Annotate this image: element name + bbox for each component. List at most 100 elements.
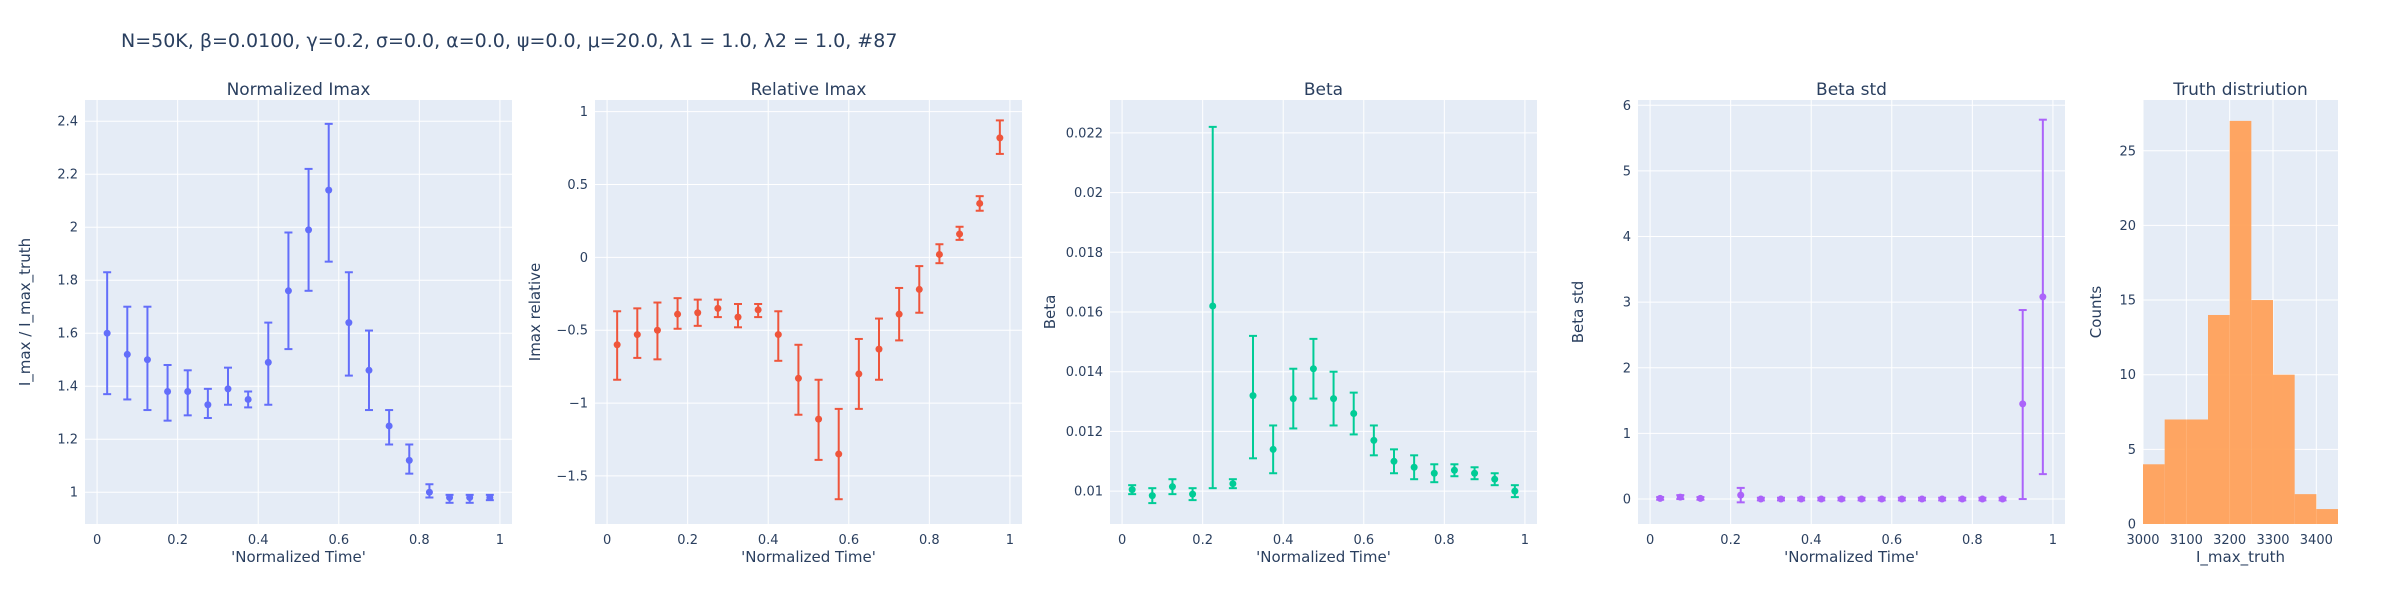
data-point [184, 388, 192, 395]
x-tick-label: 0.2 [1192, 533, 1213, 548]
histogram-bar [2229, 120, 2252, 525]
y-tick-label: 0.014 [1066, 365, 1103, 380]
x-tick-label: 0.2 [167, 533, 188, 548]
x-axis-label: 'Normalized Time' [1784, 548, 1919, 566]
y-tick-label: 0.5 [567, 178, 588, 193]
chart-panel-4: 0 0.2 0.4 0.6 0.8 1 0 1 2 3 4 5 6 Beta std 'Normalized… [1569, 80, 2065, 566]
data-point [754, 306, 762, 314]
x-tick-label: 3000 [2126, 533, 2159, 548]
y-tick-label: 10 [2119, 368, 2136, 383]
data-point [385, 422, 393, 430]
y-tick-label: 0.01 [1074, 485, 1103, 500]
x-tick-label: 0.8 [919, 533, 940, 548]
figure-title: N=50K, β=0.0100, γ=0.2, σ=0.0, α=0.0, ψ=… [121, 30, 898, 52]
data-point [935, 250, 943, 258]
panel-title: Truth distriution [2172, 80, 2308, 100]
data-point [1777, 495, 1785, 503]
data-point [425, 488, 433, 496]
y-tick-label: 20 [2119, 219, 2136, 234]
data-point [1430, 469, 1438, 477]
plot-background [1638, 100, 2065, 524]
y-tick-label: −1 [569, 397, 588, 412]
y-tick-label: −1.5 [556, 469, 588, 484]
data-point [653, 326, 661, 334]
panel-title: Normalized Imax [227, 80, 371, 100]
x-tick-label: 3200 [2213, 533, 2246, 548]
data-point [674, 310, 682, 318]
y-tick-label: 0.018 [1066, 246, 1103, 261]
data-point [996, 134, 1004, 142]
chart-panel-1: 0 0.2 0.4 0.6 0.8 1 1 1.2 1.4 1.6 1.8 2 2.2 2.4 Normal… [16, 80, 512, 566]
x-tick-label: 0.4 [1273, 533, 1294, 548]
y-tick-label: −0.5 [556, 324, 588, 339]
x-tick-label: 1 [496, 533, 504, 548]
data-point [1249, 392, 1257, 400]
x-tick-label: 0 [603, 533, 611, 548]
x-tick-label: 0 [93, 533, 101, 548]
data-point [976, 199, 984, 207]
data-point [1471, 469, 1479, 477]
y-tick-label: 2 [1623, 361, 1631, 376]
data-point [204, 401, 212, 409]
y-tick-label: 0 [580, 251, 588, 266]
x-tick-label: 0.2 [1720, 533, 1741, 548]
histogram-bar [2316, 509, 2338, 524]
data-point [244, 395, 252, 403]
histogram-bar [2251, 300, 2273, 524]
data-point [1938, 495, 1946, 503]
data-point [1491, 475, 1499, 483]
x-tick-label: 1 [2049, 533, 2057, 548]
data-point [1309, 365, 1317, 373]
data-point [345, 319, 353, 327]
data-point [1148, 492, 1156, 500]
x-tick-label: 0.8 [1434, 533, 1455, 548]
histogram-bar [2143, 464, 2165, 524]
data-point [164, 388, 172, 395]
x-tick-label: 1 [1521, 533, 1529, 548]
data-point [1410, 463, 1418, 471]
data-point [875, 345, 883, 353]
y-tick-label: 4 [1623, 230, 1631, 245]
chart-panel-2: 0 0.2 0.4 0.6 0.8 1 −1.5 −1 −0.5 0 0.5 1 Relative Im… [526, 80, 1022, 566]
data-point [365, 366, 373, 374]
data-point [1958, 495, 1966, 503]
data-point [1168, 483, 1176, 491]
data-point [815, 415, 823, 423]
y-tick-label: 2.2 [57, 168, 78, 183]
data-point [915, 285, 923, 293]
data-point [694, 309, 702, 317]
histogram-bar [2294, 494, 2317, 524]
y-tick-label: 0 [2128, 518, 2136, 533]
x-tick-label: 0.6 [328, 533, 349, 548]
y-tick-label: 0.012 [1066, 425, 1103, 440]
data-point [1837, 495, 1845, 503]
chart-panel-5: 3000 3100 3200 3300 3400 0 5 10 15 20 25 Truth dist… [2087, 80, 2338, 567]
data-point [1128, 486, 1136, 494]
data-point [1737, 491, 1745, 499]
data-point [103, 329, 111, 337]
data-point [1450, 466, 1458, 474]
data-point [1229, 480, 1237, 488]
y-tick-label: 1 [580, 105, 588, 120]
data-point [446, 494, 454, 501]
y-axis-label: Beta [1041, 295, 1059, 330]
histogram-bar [2164, 419, 2187, 524]
x-tick-label: 0 [1646, 533, 1654, 548]
y-axis-label: I_max / I_max_truth [16, 238, 35, 386]
panel-title: Beta std [1816, 80, 1887, 100]
y-tick-label: 1.6 [57, 327, 78, 342]
y-tick-label: 0.022 [1066, 126, 1103, 141]
y-tick-label: 2 [70, 221, 78, 236]
x-tick-label: 0.6 [1353, 533, 1374, 548]
data-point [1656, 494, 1664, 502]
data-point [466, 494, 474, 501]
histogram-bar [2186, 419, 2208, 524]
data-point [1370, 436, 1378, 444]
data-point [143, 356, 151, 364]
x-tick-label: 0 [1118, 533, 1126, 548]
y-tick-label: 1 [1623, 427, 1631, 442]
data-point [1330, 395, 1338, 403]
data-point [2019, 400, 2027, 408]
data-point [956, 230, 964, 238]
histogram-bar [2273, 374, 2295, 524]
